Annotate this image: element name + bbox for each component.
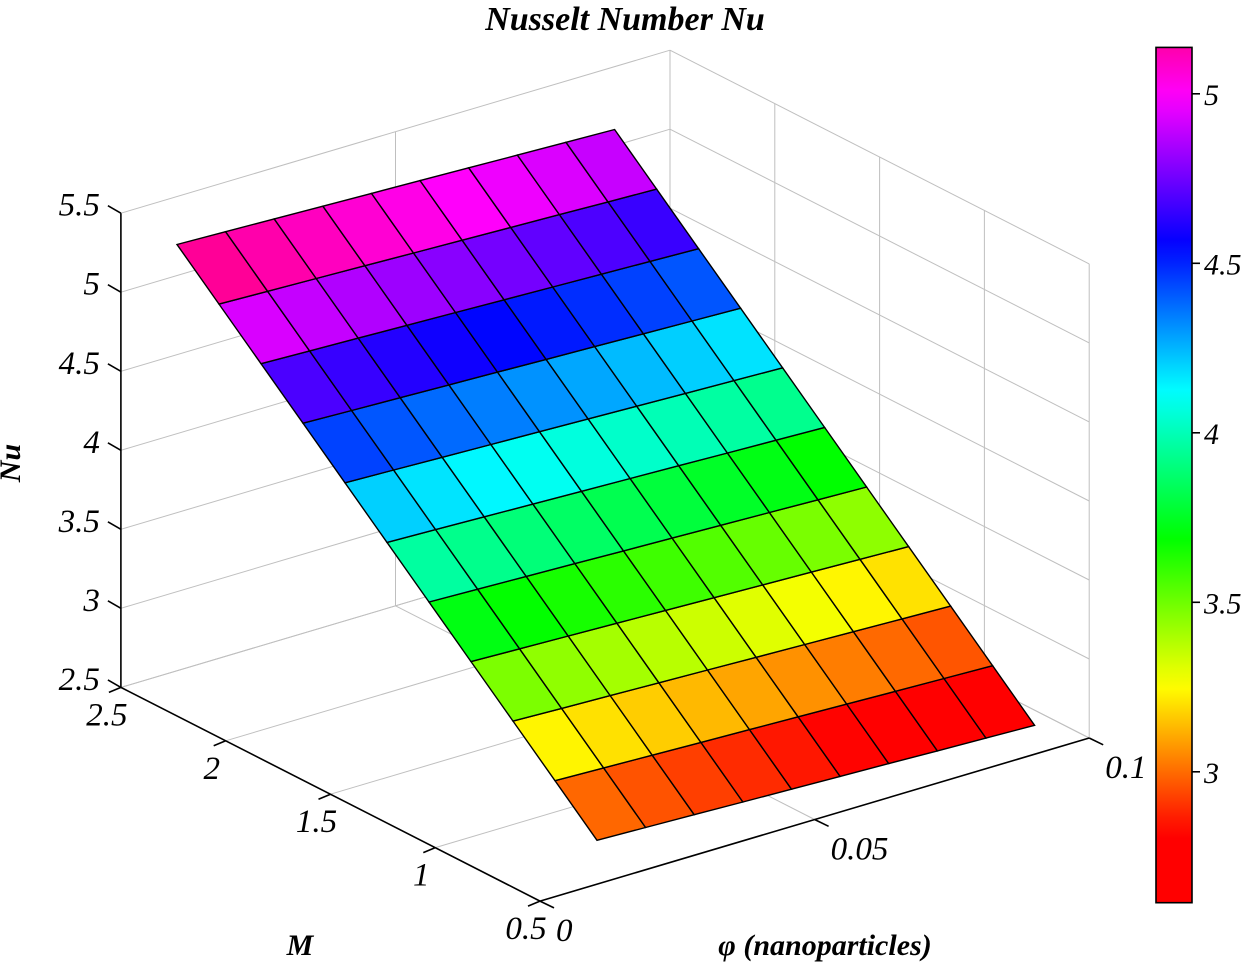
svg-text:0: 0 [556, 913, 573, 949]
svg-text:4: 4 [1204, 418, 1219, 451]
svg-text:0.1: 0.1 [1105, 750, 1146, 786]
svg-text:3.5: 3.5 [1203, 587, 1242, 620]
svg-text:Nu: Nu [0, 444, 27, 483]
svg-text:3: 3 [1203, 757, 1219, 790]
svg-text:2.5: 2.5 [59, 662, 100, 698]
svg-text:2.5: 2.5 [86, 697, 127, 733]
svg-text:4.5: 4.5 [59, 346, 100, 382]
svg-text:1.5: 1.5 [296, 804, 337, 840]
svg-text:0.05: 0.05 [831, 831, 889, 867]
svg-text:4: 4 [83, 425, 100, 461]
svg-text:5: 5 [1204, 79, 1219, 112]
svg-text:0.5: 0.5 [505, 911, 546, 947]
svg-text:φ (nanoparticles): φ (nanoparticles) [718, 929, 931, 962]
svg-text:2: 2 [203, 751, 220, 787]
svg-text:1: 1 [413, 858, 430, 894]
svg-text:3: 3 [82, 583, 100, 619]
svg-text:M: M [286, 929, 315, 962]
svg-text:Nusselt Number Nu: Nusselt Number Nu [484, 1, 765, 38]
svg-text:5: 5 [83, 267, 100, 303]
svg-text:4.5: 4.5 [1204, 248, 1242, 281]
svg-text:3.5: 3.5 [58, 504, 100, 540]
svg-text:5.5: 5.5 [59, 188, 100, 224]
